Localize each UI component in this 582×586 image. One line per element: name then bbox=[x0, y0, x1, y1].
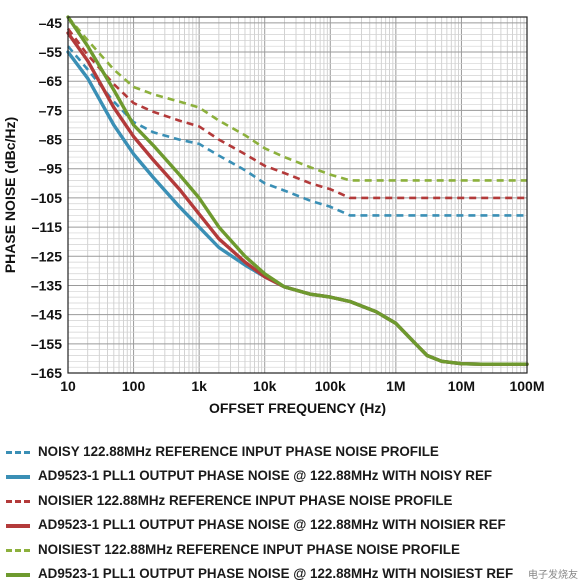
legend-label: NOISIER 122.88MHz REFERENCE INPUT PHASE … bbox=[38, 492, 453, 508]
y-tick-label: –45 bbox=[39, 15, 63, 31]
series-line-6 bbox=[66, 15, 529, 366]
y-tick-label: –165 bbox=[31, 365, 62, 381]
y-tick-label: –105 bbox=[31, 190, 62, 206]
x-axis-title: OFFSET FREQUENCY (Hz) bbox=[209, 400, 386, 416]
legend-label: AD9523-1 PLL1 OUTPUT PHASE NOISE @ 122.8… bbox=[38, 565, 514, 581]
x-tick-label: 10M bbox=[448, 378, 475, 394]
series-line-5 bbox=[67, 16, 527, 182]
series-line-3 bbox=[66, 27, 527, 200]
legend-swatch bbox=[6, 548, 30, 552]
y-tick-label: –55 bbox=[39, 44, 63, 60]
legend-swatch bbox=[6, 524, 30, 529]
y-tick-label: –65 bbox=[39, 73, 63, 89]
x-tick-labels: 10 100 1k 10k 100k 1M 10M 100M bbox=[60, 378, 544, 394]
y-tick-label: –125 bbox=[31, 248, 62, 264]
phase-noise-chart: –45 –55 –65 –75 –85 –95 –105 –115 –125 –135 –145 –1… bbox=[2, 15, 545, 416]
y-axis-title: PHASE NOISE (dBc/Hz) bbox=[2, 117, 18, 273]
legend-swatch bbox=[6, 475, 30, 480]
legend-item: AD9523-1 PLL1 OUTPUT PHASE NOISE @ 122.8… bbox=[4, 562, 580, 586]
watermark: 电子发烧友 bbox=[528, 570, 578, 581]
x-tick-label: 1M bbox=[386, 378, 405, 394]
x-tick-label: 1k bbox=[191, 378, 207, 394]
y-tick-label: –135 bbox=[31, 277, 62, 293]
x-tick-label: 100M bbox=[509, 378, 544, 394]
x-tick-label: 100 bbox=[122, 378, 146, 394]
y-tick-label: –115 bbox=[32, 219, 63, 235]
legend-label: NOISY 122.88MHz REFERENCE INPUT PHASE NO… bbox=[38, 444, 439, 459]
y-tick-labels: –45 –55 –65 –75 –85 –95 –105 –115 –125 –135 –145 –1… bbox=[31, 15, 62, 381]
chart-legend: NOISY 122.88MHz REFERENCE INPUT PHASE NO… bbox=[4, 440, 580, 586]
y-tick-label: –75 bbox=[39, 102, 63, 118]
legend-label: NOISIEST 122.88MHz REFERENCE INPUT PHASE… bbox=[38, 541, 460, 557]
legend-label: AD9523-1 PLL1 OUTPUT PHASE NOISE @ 122.8… bbox=[38, 468, 493, 484]
legend-item: AD9523-1 PLL1 OUTPUT PHASE NOISE @ 122.8… bbox=[4, 513, 580, 537]
legend-swatch bbox=[6, 572, 30, 577]
legend-item: AD9523-1 PLL1 OUTPUT PHASE NOISE @ 122.8… bbox=[4, 464, 580, 488]
x-tick-label: 10k bbox=[253, 378, 277, 394]
legend-label: AD9523-1 PLL1 OUTPUT PHASE NOISE @ 122.8… bbox=[38, 517, 506, 533]
legend-item: NOISIEST 122.88MHz REFERENCE INPUT PHASE… bbox=[4, 538, 580, 562]
x-tick-label: 10 bbox=[60, 378, 76, 394]
y-tick-label: –145 bbox=[31, 307, 62, 323]
plot-frame bbox=[67, 16, 528, 374]
legend-swatch bbox=[6, 451, 30, 454]
legend-item: NOISY 122.88MHz REFERENCE INPUT PHASE NO… bbox=[4, 440, 580, 464]
y-tick-label: –155 bbox=[31, 336, 62, 352]
series-layer bbox=[66, 15, 529, 366]
x-tick-label: 100k bbox=[315, 378, 346, 394]
y-tick-label: –85 bbox=[39, 132, 63, 148]
legend-swatch bbox=[6, 499, 30, 503]
y-tick-label: –95 bbox=[39, 161, 63, 177]
legend-item: NOISIER 122.88MHz REFERENCE INPUT PHASE … bbox=[4, 489, 580, 513]
